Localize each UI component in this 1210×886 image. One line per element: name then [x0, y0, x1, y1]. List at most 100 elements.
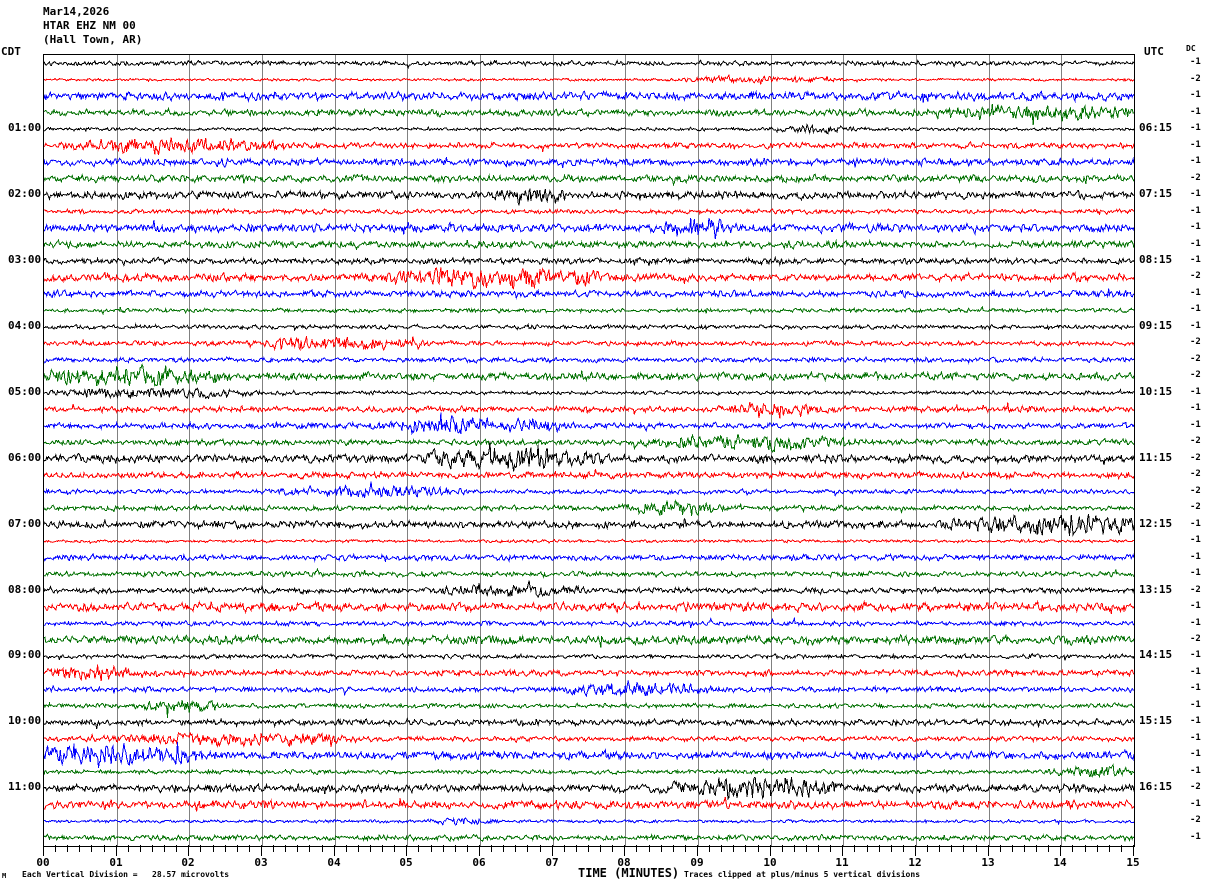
dc-value-label: -1 [1190, 617, 1201, 628]
x-axis-minor-tick [164, 845, 165, 852]
x-axis-major-tick [261, 845, 262, 856]
dc-value-label: -2 [1190, 172, 1201, 183]
seismogram-trace [44, 73, 1134, 85]
x-axis-minor-tick [527, 845, 528, 852]
right-hour-label: 08:15 [1139, 252, 1173, 266]
x-axis-minor-tick [152, 845, 153, 852]
seismogram-trace [44, 763, 1134, 778]
seismogram-trace [44, 356, 1134, 365]
x-axis-major-tick [552, 845, 553, 856]
dc-value-label: -1 [1190, 551, 1201, 562]
seismogram-trace [44, 441, 1134, 472]
dc-value-label: -1 [1190, 419, 1201, 430]
x-axis-minor-tick [140, 845, 141, 852]
dc-value-label: -1 [1190, 683, 1201, 694]
seismogram-trace [44, 267, 1134, 290]
seismogram-trace [44, 679, 1134, 698]
x-axis-minor-tick [782, 845, 783, 852]
x-axis-minor-tick [1097, 845, 1098, 852]
dc-value-label: -2 [1190, 73, 1201, 84]
vertical-gridline [698, 55, 699, 846]
x-axis-minor-tick [200, 845, 201, 852]
x-axis-minor-tick [1072, 845, 1073, 852]
seismogram-trace [44, 362, 1134, 388]
vertical-gridline [335, 55, 336, 846]
x-axis-tick-label: 09 [690, 856, 704, 869]
x-axis-minor-tick [67, 845, 68, 852]
right-hour-label: 11:15 [1139, 450, 1173, 464]
left-hour-label: 05:00 [8, 384, 42, 398]
seismogram-trace [44, 137, 1134, 156]
x-axis-minor-tick [358, 845, 359, 852]
x-axis-minor-tick [709, 845, 710, 852]
right-hour-label: 07:15 [1139, 187, 1173, 201]
seismogram-trace [44, 833, 1134, 843]
x-axis-minor-tick [600, 845, 601, 852]
dc-value-label: -2 [1190, 815, 1201, 826]
dc-value-label: -1 [1190, 123, 1201, 134]
dc-value-label: -1 [1190, 650, 1201, 661]
x-axis-major-tick [479, 845, 480, 856]
seismogram-trace [44, 552, 1134, 563]
dc-value-label: -2 [1190, 353, 1201, 364]
x-axis-major-tick [43, 845, 44, 856]
dc-value-label: -2 [1190, 271, 1201, 282]
vertical-gridline [262, 55, 263, 846]
right-hour-label: 09:15 [1139, 318, 1173, 332]
x-axis-minor-tick [891, 845, 892, 852]
dc-value-label: -1 [1190, 666, 1201, 677]
seismogram-trace [44, 742, 1134, 768]
trace-layer [44, 59, 1134, 843]
scale-annotation: Each Vertical Division = 28.57 microvolt… [22, 870, 230, 879]
dc-value-label: -1 [1190, 156, 1201, 167]
x-axis-minor-tick [951, 845, 952, 852]
vertical-gridline [989, 55, 990, 846]
left-hour-label: 06:00 [8, 450, 42, 464]
x-axis-major-tick [842, 845, 843, 856]
x-axis-tick-label: 05 [399, 856, 413, 869]
x-axis-minor-tick [1000, 845, 1001, 852]
x-axis-minor-tick [91, 845, 92, 852]
x-axis-minor-tick [939, 845, 940, 852]
dc-value-label: -1 [1190, 765, 1201, 776]
dc-value-label: -1 [1190, 568, 1201, 579]
dc-value-label: -1 [1190, 90, 1201, 101]
dc-value-label: -2 [1190, 502, 1201, 513]
dc-value-label: -1 [1190, 238, 1201, 249]
x-axis-tick-label: 15 [1126, 856, 1140, 869]
x-axis-minor-tick [1048, 845, 1049, 852]
x-axis-minor-tick [588, 845, 589, 852]
dc-value-label: -1 [1190, 320, 1201, 331]
x-axis-major-tick [988, 845, 989, 856]
x-axis-tick-label: 12 [908, 856, 922, 869]
x-axis-minor-tick [685, 845, 686, 852]
seismogram-trace [44, 255, 1134, 268]
dc-value-label: -1 [1190, 518, 1201, 529]
dc-value-label: -2 [1190, 634, 1201, 644]
x-axis-title: TIME (MINUTES) [578, 866, 680, 880]
x-axis-minor-tick [322, 845, 323, 852]
seismogram-trace [44, 89, 1134, 103]
seismogram-trace [44, 469, 1134, 481]
seismogram-plot-area[interactable] [43, 54, 1135, 847]
seismogram-trace [44, 412, 1134, 436]
x-axis-tick-label: 00 [36, 856, 50, 869]
dc-value-label: -1 [1190, 716, 1201, 727]
seismogram-trace [44, 731, 1134, 748]
x-axis-minor-tick [285, 845, 286, 852]
x-axis-minor-tick [745, 845, 746, 852]
left-hour-label: 03:00 [8, 252, 42, 266]
dc-value-label: -1 [1190, 287, 1201, 298]
vertical-gridline [553, 55, 554, 846]
seismogram-trace [44, 305, 1134, 316]
x-axis-minor-tick [309, 845, 310, 852]
x-axis-minor-tick [418, 845, 419, 852]
left-hour-label: 07:00 [8, 516, 42, 530]
dc-value-label: -1 [1190, 386, 1201, 397]
right-hour-label: 15:15 [1139, 714, 1173, 728]
x-axis-minor-tick [431, 845, 432, 852]
seismogram-trace [44, 123, 1134, 135]
x-axis-minor-tick [297, 845, 298, 852]
x-axis-minor-tick [370, 845, 371, 852]
